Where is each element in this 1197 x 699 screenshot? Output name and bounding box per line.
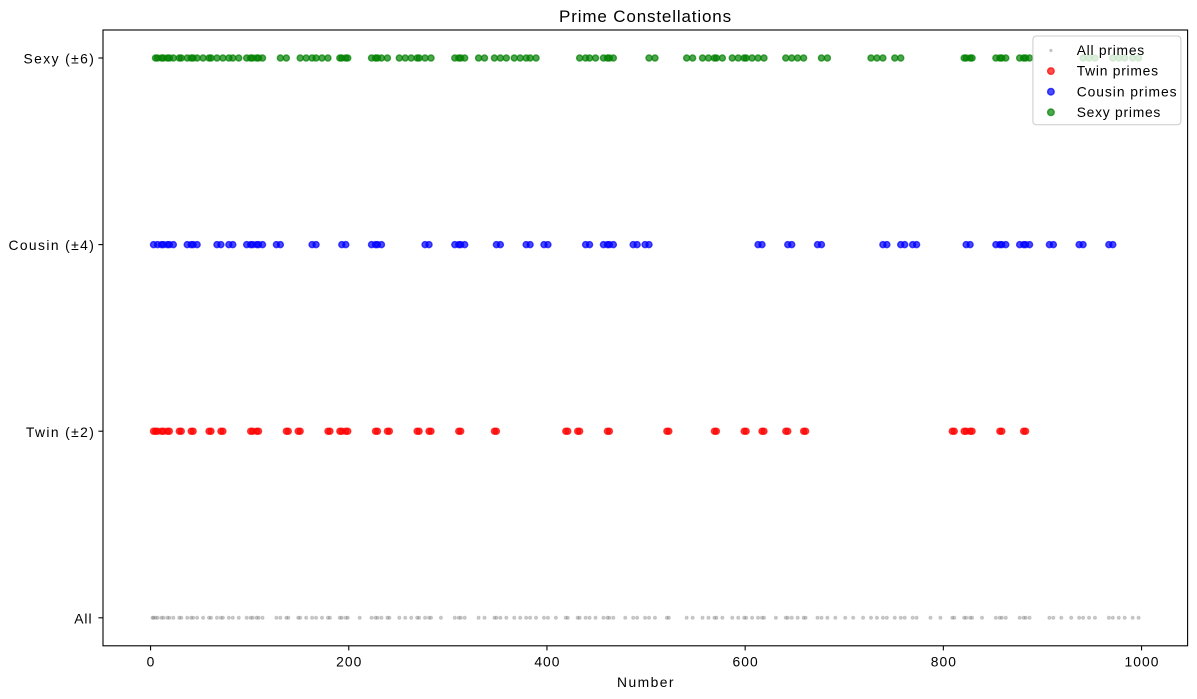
svg-text:Cousin (±4): Cousin (±4) — [8, 237, 95, 253]
svg-text:0: 0 — [147, 654, 156, 670]
svg-text:All primes: All primes — [1077, 42, 1145, 58]
svg-text:Number: Number — [617, 674, 675, 690]
svg-text:400: 400 — [534, 654, 560, 670]
svg-text:Prime Constellations: Prime Constellations — [559, 7, 732, 26]
svg-text:200: 200 — [336, 654, 362, 670]
svg-text:All: All — [74, 610, 92, 626]
svg-text:600: 600 — [733, 654, 759, 670]
svg-text:Cousin primes: Cousin primes — [1077, 83, 1178, 99]
svg-text:800: 800 — [931, 654, 957, 670]
svg-text:1000: 1000 — [1125, 654, 1160, 670]
svg-text:Twin primes: Twin primes — [1077, 63, 1159, 79]
svg-text:Sexy primes: Sexy primes — [1077, 104, 1161, 120]
svg-text:Sexy (±6): Sexy (±6) — [24, 51, 96, 67]
svg-text:Twin (±2): Twin (±2) — [26, 424, 95, 440]
